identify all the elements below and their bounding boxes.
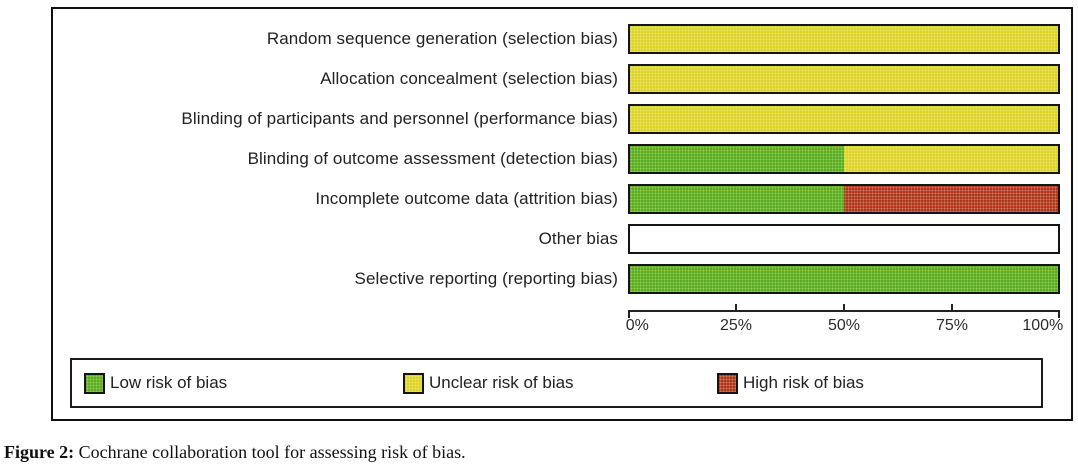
axis-tick-75: [951, 304, 953, 311]
legend-label: High risk of bias: [743, 373, 864, 392]
bar-segment-unclear-risk-of-bias: [630, 106, 1058, 132]
bar-segment-unclear-risk-of-bias: [630, 66, 1058, 92]
bar-segment-low-risk-of-bias: [630, 186, 844, 212]
axis-tick-100: [1058, 311, 1060, 318]
stacked-bar-selective-reporting-reporting-bias: [628, 264, 1060, 294]
bar-segment-low-risk-of-bias: [630, 266, 1058, 292]
axis-tick-label-25: 25%: [719, 317, 753, 334]
category-label-allocation-concealment-selection-bias: Allocation concealment (selection bias): [320, 69, 618, 88]
bar-row: Allocation concealment (selection bias): [53, 64, 1071, 94]
bar-row: Other bias: [53, 224, 1071, 254]
stacked-bar-incomplete-outcome-data-attrition-bias: [628, 184, 1060, 214]
bar-row: Selective reporting (reporting bias): [53, 264, 1071, 294]
figure-caption: Figure 2: Cochrane collaboration tool fo…: [4, 442, 466, 463]
category-label-incomplete-outcome-data-attrition-bias: Incomplete outcome data (attrition bias): [315, 189, 618, 208]
bar-segment-high-risk-of-bias: [844, 186, 1058, 212]
axis-tick-label-0: 0%: [625, 317, 649, 334]
bar-rows: Random sequence generation (selection bi…: [53, 24, 1071, 304]
caption-label: Figure 2:: [4, 442, 75, 462]
stacked-bar-other-bias: [628, 224, 1060, 254]
legend-item-high-risk-of-bias: High risk of bias: [717, 360, 864, 406]
category-label-other-bias: Other bias: [538, 229, 618, 248]
bar-row: Blinding of outcome assessment (detectio…: [53, 144, 1071, 174]
category-label-blinding-of-outcome-assessment-detection-bias: Blinding of outcome assessment (detectio…: [247, 149, 618, 168]
axis-tick-50: [843, 304, 845, 311]
bar-segment-low-risk-of-bias: [630, 146, 844, 172]
legend: Low risk of bias Unclear risk of bias High…: [70, 358, 1043, 408]
category-label-selective-reporting-reporting-bias: Selective reporting (reporting bias): [354, 269, 618, 288]
stacked-bar-random-sequence-generation-selection-bias: [628, 24, 1060, 54]
axis-tick-label-75: 75%: [935, 317, 969, 334]
category-label-blinding-of-participants-and-personnel-performance-bias: Blinding of participants and personnel (…: [181, 109, 618, 128]
axis-tick-label-100: 100%: [1022, 317, 1064, 334]
legend-label: Low risk of bias: [110, 373, 228, 392]
x-axis: 0% 25% 50% 75% 100%: [625, 304, 1064, 346]
bar-row: Random sequence generation (selection bi…: [53, 24, 1071, 54]
bar-row: Incomplete outcome data (attrition bias): [53, 184, 1071, 214]
stacked-bar-allocation-concealment-selection-bias: [628, 64, 1060, 94]
bar-row: Blinding of participants and personnel (…: [53, 104, 1071, 134]
stacked-bar-blinding-of-outcome-assessment-detection-bias: [628, 144, 1060, 174]
axis-tick-25: [735, 304, 737, 311]
legend-item-low-risk-of-bias: Low risk of bias: [84, 360, 227, 406]
axis-tick-label-50: 50%: [827, 317, 861, 334]
stacked-bar-blinding-of-participants-and-personnel-performance-bias: [628, 104, 1060, 134]
legend-item-unclear-risk-of-bias: Unclear risk of bias: [403, 360, 574, 406]
x-axis-line: [628, 310, 1060, 312]
risk-of-bias-chart: Random sequence generation (selection bi…: [51, 7, 1073, 421]
legend-swatch-low-risk-of-bias: [84, 372, 105, 394]
legend-label: Unclear risk of bias: [429, 373, 574, 392]
legend-swatch-high-risk-of-bias: [717, 372, 738, 394]
bar-segment-unclear-risk-of-bias: [844, 146, 1058, 172]
caption-text: Cochrane collaboration tool for assessin…: [74, 442, 466, 462]
category-label-random-sequence-generation-selection-bias: Random sequence generation (selection bi…: [266, 29, 618, 48]
legend-swatch-unclear-risk-of-bias: [403, 372, 424, 394]
axis-tick-0: [628, 311, 630, 318]
bar-segment-unclear-risk-of-bias: [630, 26, 1058, 52]
